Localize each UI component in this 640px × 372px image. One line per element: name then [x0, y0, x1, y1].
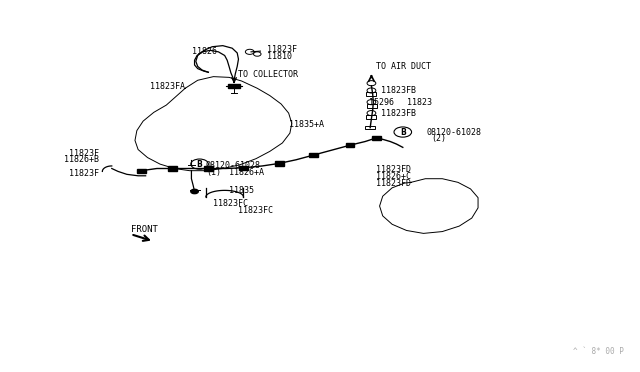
Bar: [204, 166, 212, 171]
Bar: [367, 92, 376, 96]
Text: 08120-61028: 08120-61028: [206, 161, 261, 170]
Text: 11823FB: 11823FB: [381, 86, 417, 95]
Text: 11826+A: 11826+A: [229, 168, 264, 177]
Bar: [365, 126, 375, 129]
Text: 11835: 11835: [229, 186, 254, 195]
Bar: [228, 84, 240, 87]
Text: B: B: [196, 160, 202, 169]
Text: (2): (2): [431, 134, 447, 143]
Text: B: B: [400, 128, 406, 137]
Text: 11826: 11826: [191, 46, 216, 55]
Text: FRONT: FRONT: [131, 225, 157, 234]
Text: 15296: 15296: [369, 98, 394, 107]
Text: 08120-61028: 08120-61028: [427, 128, 482, 137]
Text: 11826+C: 11826+C: [376, 171, 412, 181]
Bar: [137, 169, 146, 173]
Text: 11826+B: 11826+B: [64, 155, 99, 164]
Text: 11823FB: 11823FB: [381, 109, 417, 118]
Bar: [309, 153, 318, 157]
Text: 11823F: 11823F: [69, 149, 99, 158]
Text: 11823F: 11823F: [267, 45, 297, 54]
Bar: [367, 115, 376, 119]
Text: 11823FD: 11823FD: [376, 165, 412, 174]
Text: (1): (1): [206, 168, 221, 177]
Bar: [372, 136, 381, 140]
Bar: [367, 104, 377, 108]
Text: 11835+A: 11835+A: [289, 120, 324, 129]
Text: TO COLLECTOR: TO COLLECTOR: [239, 70, 298, 79]
Text: TO AIR DUCT: TO AIR DUCT: [376, 62, 431, 71]
Text: 11823FC: 11823FC: [239, 206, 273, 215]
Text: 11810: 11810: [267, 52, 292, 61]
Text: ^ ` 8* 00 P: ^ ` 8* 00 P: [573, 347, 624, 356]
Text: 11823F: 11823F: [69, 169, 99, 178]
Circle shape: [191, 189, 198, 194]
Text: 11823FD: 11823FD: [376, 179, 412, 187]
Bar: [346, 143, 355, 147]
Text: 11823: 11823: [406, 98, 431, 107]
Text: 11823FC: 11823FC: [213, 199, 248, 208]
Text: 11823FA: 11823FA: [150, 82, 185, 91]
Bar: [275, 161, 284, 166]
Bar: [239, 166, 248, 170]
Bar: [168, 166, 177, 171]
